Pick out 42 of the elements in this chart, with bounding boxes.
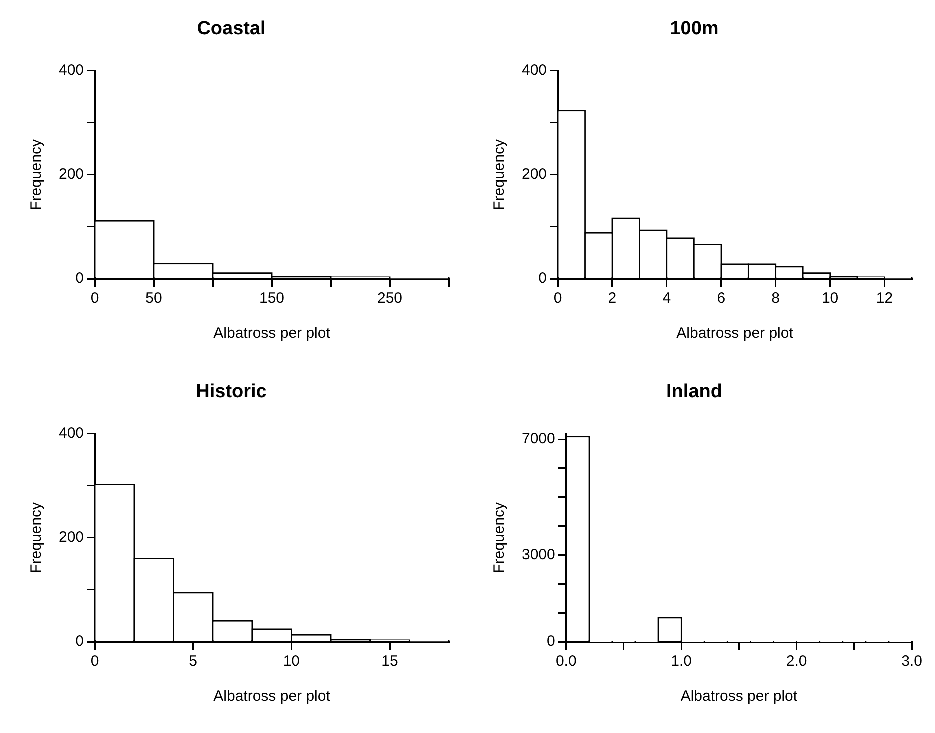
y-axis-title: Frequency (28, 138, 46, 210)
y-tick-label: 200 (522, 166, 548, 184)
y-tick-label: 3000 (522, 546, 556, 564)
x-axis-title: Albatross per plot (676, 325, 794, 342)
x-tick-label: 12 (876, 290, 894, 308)
x-tick-label: 8 (772, 290, 780, 308)
x-tick-label: 0 (90, 290, 100, 308)
y-tick-label: 0 (76, 633, 84, 650)
x-tick-label: 4 (662, 290, 672, 308)
y-tick-label: 400 (522, 62, 548, 79)
x-tick-label: 2.0 (786, 653, 808, 670)
x-tick-label: 6 (717, 290, 726, 308)
y-tick-label: 400 (58, 424, 84, 442)
x-tick-label: 2 (608, 290, 617, 308)
y-axis-title: Frequency (28, 502, 46, 574)
x-tick-label: 10 (283, 653, 300, 670)
y-tick-label: 0 (547, 633, 556, 650)
x-tick-label: 50 (146, 290, 162, 308)
x-tick-label: 0.0 (556, 653, 577, 670)
y-axis-title: Frequency (491, 502, 508, 574)
x-axis-title: Albatross per plot (680, 688, 798, 706)
x-tick-label: 0 (90, 653, 100, 670)
y-tick-label: 200 (58, 166, 84, 184)
x-tick-label: 1.0 (671, 653, 692, 670)
y-tick-label: 7000 (522, 430, 556, 448)
chart-title: Inland (666, 382, 722, 403)
y-tick-label: 0 (538, 270, 548, 288)
chart-title: Coastal (197, 18, 266, 40)
y-tick-label: 400 (58, 62, 84, 79)
x-tick-label: 250 (377, 290, 403, 308)
x-tick-label: 15 (382, 653, 398, 670)
chart-title: 100m (670, 18, 719, 40)
y-tick-label: 200 (58, 529, 84, 546)
y-tick-label: 0 (76, 270, 84, 288)
chart-title: Historic (196, 382, 268, 403)
x-tick-label: 3.0 (902, 653, 922, 670)
x-axis-title: Albatross per plot (214, 325, 332, 342)
x-tick-label: 5 (189, 653, 198, 670)
x-axis-title: Albatross per plot (214, 688, 332, 706)
y-axis-title: Frequency (491, 138, 508, 210)
x-tick-label: 10 (822, 290, 839, 308)
x-tick-label: 150 (260, 290, 285, 308)
